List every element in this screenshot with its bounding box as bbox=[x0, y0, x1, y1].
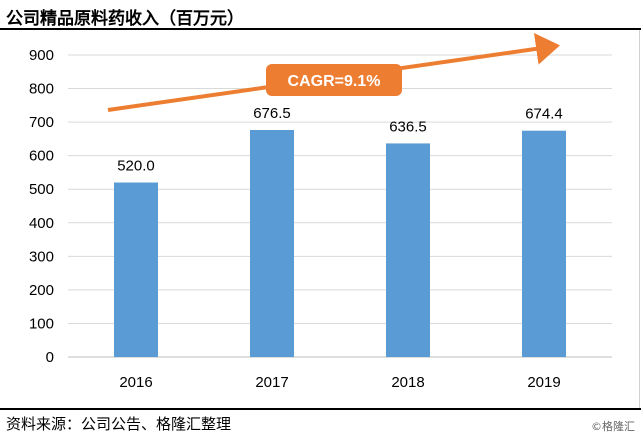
bar-2018 bbox=[386, 143, 430, 357]
y-tick-label: 600 bbox=[29, 148, 54, 165]
bar-2017 bbox=[250, 129, 294, 357]
y-tick-label: 900 bbox=[29, 47, 54, 64]
data-label: 520.0 bbox=[117, 158, 155, 175]
cagr-callout bbox=[266, 64, 402, 96]
y-tick-label: 400 bbox=[29, 215, 54, 232]
title-divider bbox=[0, 28, 641, 30]
data-label: 676.5 bbox=[253, 105, 291, 122]
x-tick-label: 2017 bbox=[255, 374, 288, 391]
chart-title: 公司精品原料药收入（百万元） bbox=[6, 9, 244, 29]
y-tick-label: 100 bbox=[29, 315, 54, 332]
footer-divider bbox=[0, 408, 641, 410]
cagr-label: CAGR=9.1% bbox=[288, 73, 381, 90]
data-label: 674.4 bbox=[525, 106, 563, 123]
x-tick-label: 2018 bbox=[391, 374, 424, 391]
data-label: 636.5 bbox=[389, 118, 427, 135]
source-note: 资料来源：公司公告、格隆汇整理 bbox=[6, 415, 232, 433]
y-tick-label: 300 bbox=[29, 248, 54, 265]
y-tick-label: 700 bbox=[29, 114, 54, 131]
y-tick-label: 500 bbox=[29, 181, 54, 198]
bar-chart: 0 100 200 300 400 500 600 700 800 900 520.0 2016 676… bbox=[29, 32, 612, 391]
watermark: ©格隆汇 bbox=[591, 420, 635, 433]
y-tick-label: 0 bbox=[46, 349, 54, 366]
x-tick-label: 2019 bbox=[527, 374, 560, 391]
y-tick-label: 800 bbox=[29, 81, 54, 98]
chart-area: 0 100 200 300 400 500 600 700 800 900 520.0 2016 676… bbox=[0, 30, 640, 408]
x-tick-label: 2016 bbox=[119, 374, 152, 391]
bar-2016 bbox=[114, 182, 158, 357]
y-tick-label: 200 bbox=[29, 282, 54, 299]
bar-2019 bbox=[522, 130, 566, 357]
